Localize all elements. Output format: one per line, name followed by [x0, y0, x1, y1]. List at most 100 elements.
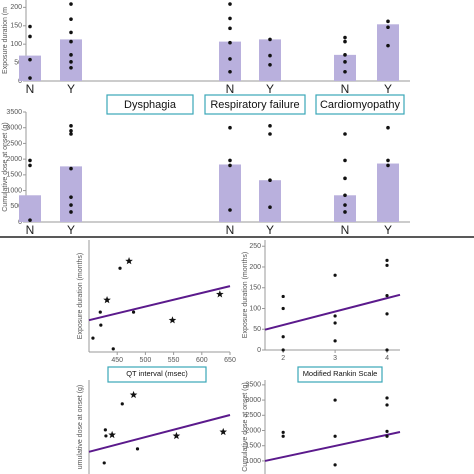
x-tick-label: 500 — [140, 357, 152, 364]
star-point — [168, 316, 177, 324]
group-label: Respiratory failure — [210, 99, 299, 111]
regression-line — [88, 414, 231, 453]
y-tick-label: 3500 — [6, 109, 22, 116]
data-point — [69, 65, 73, 70]
y-tick-label: 250 — [249, 243, 261, 250]
data-point — [69, 166, 73, 171]
y-axis-label: Cumulative dose at onset (g) — [2, 122, 9, 212]
x-tick-label: N — [26, 223, 35, 237]
data-point — [385, 312, 389, 316]
data-point — [385, 396, 389, 400]
star-point — [103, 296, 111, 304]
data-point — [343, 158, 347, 163]
data-point — [385, 403, 389, 407]
data-point — [69, 60, 73, 64]
star-point — [108, 430, 116, 439]
data-point — [135, 447, 140, 451]
y-tick-label: 2000 — [6, 156, 22, 163]
star-point — [129, 390, 138, 399]
star-point — [219, 427, 228, 436]
data-point — [69, 129, 73, 133]
data-point — [69, 17, 73, 21]
data-point — [228, 57, 232, 61]
bar — [334, 195, 356, 222]
data-point — [385, 294, 389, 298]
data-point — [385, 429, 389, 434]
data-point — [281, 294, 285, 299]
x-tick-label: 550 — [168, 357, 180, 364]
data-point — [268, 132, 272, 136]
data-point — [228, 208, 232, 212]
bar — [60, 166, 82, 222]
data-point — [91, 336, 95, 340]
data-point — [69, 210, 73, 214]
data-point — [333, 273, 337, 277]
x-tick-label: 2 — [281, 355, 285, 362]
bar — [219, 41, 241, 81]
data-point — [386, 25, 390, 30]
data-point — [343, 35, 347, 40]
group-label: Cardiomyopathy — [320, 99, 401, 111]
data-point — [386, 163, 390, 168]
data-point — [268, 53, 272, 58]
label-box — [315, 94, 405, 115]
y-tick-label: 150 — [10, 23, 22, 30]
data-point — [386, 158, 390, 163]
y-tick-label: 0 — [257, 347, 261, 354]
data-point — [281, 430, 285, 434]
y-tick-label: 100 — [10, 41, 22, 48]
y-tick-label: 1000 — [6, 187, 22, 194]
data-point — [281, 335, 285, 339]
label-box — [297, 366, 383, 383]
data-point — [228, 163, 232, 168]
y-tick-label: 1500 — [6, 172, 22, 179]
bar — [19, 195, 41, 222]
star-point — [216, 290, 224, 298]
data-point — [281, 434, 285, 438]
regression-line — [264, 431, 401, 462]
y-axis-label: Exposure duration (months) — [77, 253, 84, 339]
data-point — [333, 463, 337, 467]
data-point — [228, 69, 232, 74]
data-point — [228, 40, 232, 45]
data-point — [28, 218, 32, 222]
x-tick-label: N — [341, 82, 350, 96]
data-point — [228, 16, 232, 21]
group-labels: Dysphagia Respiratory failure Cardiomyop… — [106, 94, 405, 115]
x-tick-label: 3 — [333, 355, 337, 362]
y-tick-label: 0 — [18, 219, 22, 226]
data-point — [343, 203, 347, 207]
bar — [259, 180, 281, 222]
bar — [334, 54, 356, 81]
y-tick-label: 500 — [10, 203, 22, 210]
data-point — [69, 2, 73, 6]
y-tick-label: 3000 — [6, 125, 22, 132]
bar — [219, 164, 241, 222]
y-tick-label: 1000 — [245, 458, 261, 465]
data-point — [69, 195, 73, 199]
data-point — [343, 193, 347, 198]
data-point — [343, 39, 347, 44]
x-tick-label: 450 — [111, 357, 123, 364]
x-axis-label: Modified Rankin Scale — [303, 369, 378, 378]
data-point — [103, 428, 107, 432]
x-tick-label: N — [26, 82, 35, 96]
data-point — [104, 434, 108, 438]
data-point — [385, 263, 389, 267]
data-point — [228, 26, 232, 31]
x-tick-label: Y — [67, 223, 75, 237]
data-point — [268, 178, 272, 182]
y-axis-label: Exposure duration (m — [2, 7, 9, 74]
x-tick-label: Y — [67, 82, 75, 96]
data-point — [69, 53, 73, 57]
data-point — [28, 57, 32, 62]
x-tick-label: N — [341, 223, 350, 237]
star-point — [172, 431, 181, 440]
x-tick-label: Y — [384, 82, 392, 96]
data-point — [118, 266, 122, 270]
data-point — [343, 69, 347, 74]
data-point — [268, 205, 272, 210]
data-point — [281, 306, 285, 311]
x-tick-label: 650 — [224, 357, 236, 364]
